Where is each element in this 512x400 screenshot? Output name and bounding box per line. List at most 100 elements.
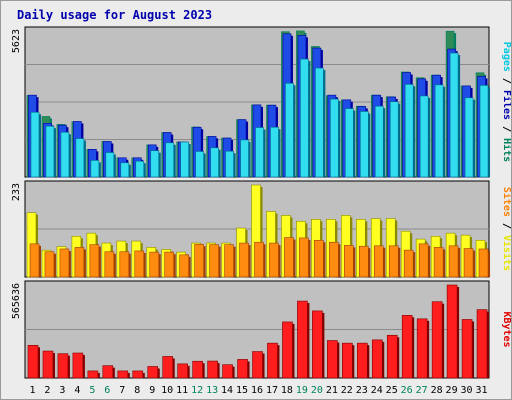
- pages-bar: [180, 141, 189, 178]
- x-tick-label: 23: [356, 385, 368, 396]
- kbytes-bar: [132, 370, 144, 379]
- pages-bar: [165, 142, 175, 178]
- pages-bar: [315, 67, 324, 178]
- x-tick-label: 3: [59, 385, 65, 396]
- x-tick-label: 8: [134, 385, 140, 396]
- kbytes-bar: [371, 339, 383, 379]
- sites-bar: [358, 245, 369, 278]
- y-max-label: 233: [11, 183, 22, 201]
- hits-label: Hits: [501, 138, 511, 162]
- kbytes-bar: [252, 351, 263, 379]
- pages-bar: [479, 85, 489, 178]
- sites-bar: [119, 251, 130, 278]
- pages-bar: [374, 105, 384, 178]
- sites-bar: [74, 247, 85, 278]
- kbytes-bar: [222, 364, 233, 379]
- x-tick-label: 27: [416, 385, 428, 396]
- pages-bar: [75, 138, 85, 178]
- x-tick-label: 26: [401, 385, 413, 396]
- kbytes-bar: [297, 300, 308, 379]
- pages-label: Pages: [501, 42, 511, 72]
- sites-bar: [254, 241, 264, 278]
- kbytes-bar: [27, 344, 39, 379]
- x-tick-label: 4: [74, 385, 80, 396]
- sites-bar: [179, 254, 189, 278]
- x-tick-label: 21: [326, 385, 338, 396]
- kbytes-bar: [72, 352, 84, 379]
- sites-bar: [89, 244, 100, 278]
- x-tick-label: 15: [236, 385, 248, 396]
- sites-bar: [29, 243, 40, 278]
- sites-bar: [344, 245, 354, 278]
- pages-bar: [225, 150, 234, 178]
- pages-bar: [449, 52, 459, 178]
- x-tick-label: 10: [161, 385, 173, 396]
- pages-bar: [255, 127, 264, 178]
- x-tick-label: 20: [311, 385, 323, 396]
- sites-label: Sites: [501, 187, 511, 217]
- x-tick-label: 19: [296, 385, 308, 396]
- kbytes-bar: [356, 342, 368, 379]
- pages-bar: [389, 101, 399, 178]
- pages-bar: [135, 160, 145, 178]
- kbytes-bar: [162, 356, 174, 379]
- pages-bar: [285, 82, 294, 178]
- x-tick-label: 18: [281, 385, 293, 396]
- kbytes-bar: [446, 284, 458, 379]
- x-tick-label: 24: [371, 385, 383, 396]
- sites-bar: [403, 249, 414, 278]
- pages-bar: [330, 98, 339, 178]
- kbytes-bar: [461, 319, 473, 379]
- x-tick-label: 29: [446, 385, 458, 396]
- sites-bar: [388, 245, 399, 278]
- x-tick-label: 6: [104, 385, 110, 396]
- sites-bar: [239, 242, 249, 278]
- x-tick-label: 2: [44, 385, 50, 396]
- sites-bar: [269, 242, 279, 278]
- kbytes-label: KBytes: [501, 311, 511, 347]
- pages-bar: [434, 84, 444, 178]
- chart-title: Daily usage for August 2023: [17, 8, 212, 22]
- pages-bar: [150, 150, 160, 178]
- sites-bar: [104, 251, 115, 278]
- kbytes-bar: [192, 360, 203, 379]
- sites-bar: [418, 243, 429, 278]
- files-label: Files: [501, 90, 511, 120]
- x-tick-label: 16: [251, 385, 263, 396]
- x-tick-label: 1: [29, 385, 35, 396]
- sites-bar: [134, 250, 145, 278]
- kbytes-bar: [42, 350, 54, 379]
- kbytes-bar: [102, 365, 114, 379]
- sites-bar: [463, 248, 474, 278]
- x-tick-label: 5: [89, 385, 95, 396]
- panel-visits-sites: 233: [11, 180, 491, 278]
- pages-bar: [270, 126, 279, 178]
- kbytes-bar: [117, 370, 129, 379]
- x-tick-label: 31: [475, 385, 487, 396]
- kbytes-bar: [207, 360, 218, 379]
- pages-bar: [404, 84, 414, 178]
- label-separator: /: [501, 217, 511, 235]
- sites-bar: [59, 248, 70, 278]
- visits-label: Visits: [501, 235, 511, 271]
- pages-bar: [195, 151, 204, 178]
- y-max-label: 565636: [11, 283, 22, 319]
- sites-bar: [194, 243, 204, 278]
- kbytes-bar: [401, 315, 413, 379]
- kbytes-bar: [282, 321, 293, 379]
- kbytes-bar: [342, 342, 353, 379]
- kbytes-bar: [87, 370, 99, 379]
- x-tick-label: 14: [221, 385, 233, 396]
- kbytes-bar: [237, 359, 248, 379]
- visits-sites-axis-label: Sites / Visits: [501, 187, 511, 271]
- pages-bar: [359, 111, 369, 178]
- x-tick-label: 17: [266, 385, 278, 396]
- pages-bar: [45, 125, 55, 178]
- kbytes-bar: [267, 342, 278, 379]
- sites-bar: [299, 237, 309, 278]
- sites-bar: [448, 245, 459, 278]
- sites-bar: [329, 241, 339, 278]
- x-tick-label: 12: [191, 385, 203, 396]
- sites-bar: [149, 251, 160, 278]
